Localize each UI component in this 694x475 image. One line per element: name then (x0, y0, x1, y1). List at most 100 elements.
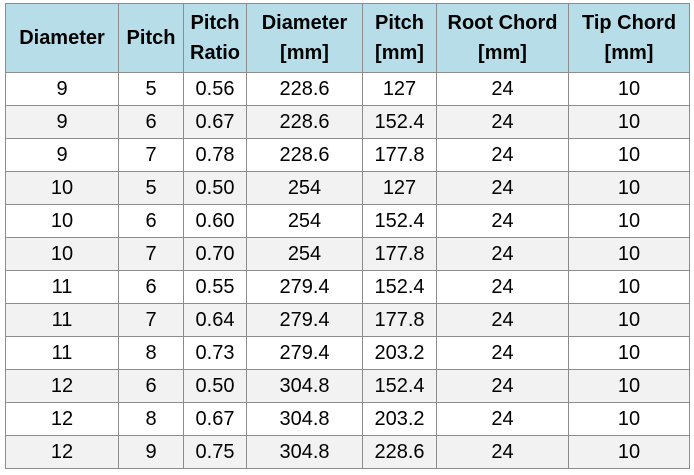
table-cell: 0.73 (183, 336, 247, 370)
table-cell: 127 (362, 72, 437, 106)
table-cell: 279.4 (246, 303, 363, 337)
table-cell: 0.55 (183, 270, 247, 304)
header-cell: Pitch [mm] (362, 3, 437, 73)
table-cell: 9 (5, 138, 119, 172)
table-cell: 24 (436, 204, 569, 238)
header-cell: Root Chord [mm] (436, 3, 569, 73)
table-cell: 0.50 (183, 369, 247, 403)
table-cell: 8 (118, 402, 184, 436)
table-cell: 7 (118, 138, 184, 172)
table-cell: 10 (568, 105, 690, 139)
table-cell: 152.4 (362, 204, 437, 238)
table-row: 10 7 0.70 254 177.8 24 10 (5, 237, 690, 271)
table-cell: 12 (5, 402, 119, 436)
table-cell: 11 (5, 270, 119, 304)
table-row: 10 6 0.60 254 152.4 24 10 (5, 204, 690, 238)
table-row: 11 6 0.55 279.4 152.4 24 10 (5, 270, 690, 304)
table-cell: 11 (5, 336, 119, 370)
table-cell: 0.60 (183, 204, 247, 238)
table-cell: 24 (436, 270, 569, 304)
table-cell: 0.78 (183, 138, 247, 172)
table-cell: 24 (436, 237, 569, 271)
table-cell: 10 (568, 138, 690, 172)
table-cell: 0.56 (183, 72, 247, 106)
table-cell: 6 (118, 270, 184, 304)
table-cell: 9 (5, 72, 119, 106)
table-cell: 24 (436, 105, 569, 139)
table-row: 9 7 0.78 228.6 177.8 24 10 (5, 138, 690, 172)
table-body: 9 5 0.56 228.6 127 24 10 9 6 0.67 228.6 152.4 24 10 9 7… (5, 72, 690, 469)
table-cell: 5 (118, 72, 184, 106)
table-cell: 24 (436, 138, 569, 172)
table-cell: 7 (118, 237, 184, 271)
table-cell: 9 (118, 435, 184, 469)
table-cell: 10 (568, 336, 690, 370)
table-cell: 6 (118, 204, 184, 238)
table-cell: 228.6 (246, 105, 363, 139)
table-cell: 304.8 (246, 369, 363, 403)
table-row: 11 8 0.73 279.4 203.2 24 10 (5, 336, 690, 370)
table-cell: 24 (436, 303, 569, 337)
table-cell: 10 (568, 402, 690, 436)
table-cell: 228.6 (362, 435, 437, 469)
table-cell: 177.8 (362, 303, 437, 337)
data-table: Diameter Pitch Pitch Ratio Diameter [mm] Pit… (5, 3, 690, 469)
table-cell: 152.4 (362, 270, 437, 304)
table-cell: 24 (436, 402, 569, 436)
table-cell: 279.4 (246, 336, 363, 370)
table-cell: 0.70 (183, 237, 247, 271)
table-cell: 10 (5, 237, 119, 271)
table-cell: 10 (568, 204, 690, 238)
table-cell: 10 (568, 171, 690, 205)
table-cell: 203.2 (362, 336, 437, 370)
table-cell: 9 (5, 105, 119, 139)
table-cell: 279.4 (246, 270, 363, 304)
header-cell: Pitch Ratio (183, 3, 247, 73)
table-cell: 0.50 (183, 171, 247, 205)
table-cell: 177.8 (362, 237, 437, 271)
table-cell: 6 (118, 105, 184, 139)
table-cell: 10 (568, 237, 690, 271)
table-cell: 10 (568, 435, 690, 469)
table-cell: 177.8 (362, 138, 437, 172)
table-row: 9 6 0.67 228.6 152.4 24 10 (5, 105, 690, 139)
table-cell: 0.67 (183, 105, 247, 139)
table-cell: 7 (118, 303, 184, 337)
table-row: 9 5 0.56 228.6 127 24 10 (5, 72, 690, 106)
table-cell: 152.4 (362, 369, 437, 403)
table-cell: 24 (436, 435, 569, 469)
table-row: 12 8 0.67 304.8 203.2 24 10 (5, 402, 690, 436)
table-row: 12 6 0.50 304.8 152.4 24 10 (5, 369, 690, 403)
table-cell: 10 (568, 303, 690, 337)
table-cell: 24 (436, 72, 569, 106)
table-cell: 127 (362, 171, 437, 205)
table-cell: 12 (5, 369, 119, 403)
table-cell: 254 (246, 171, 363, 205)
table-cell: 6 (118, 369, 184, 403)
table-row: 12 9 0.75 304.8 228.6 24 10 (5, 435, 690, 469)
table-cell: 228.6 (246, 138, 363, 172)
header-cell: Diameter (5, 3, 119, 73)
table-cell: 24 (436, 171, 569, 205)
table-cell: 228.6 (246, 72, 363, 106)
table-cell: 0.64 (183, 303, 247, 337)
header-cell: Diameter [mm] (246, 3, 363, 73)
table-cell: 254 (246, 237, 363, 271)
table-cell: 24 (436, 336, 569, 370)
table-cell: 0.67 (183, 402, 247, 436)
table-cell: 5 (118, 171, 184, 205)
table-row: 11 7 0.64 279.4 177.8 24 10 (5, 303, 690, 337)
header-cell: Tip Chord [mm] (568, 3, 690, 73)
table-cell: 24 (436, 369, 569, 403)
header-row: Diameter Pitch Pitch Ratio Diameter [mm] Pit… (5, 3, 690, 73)
table-cell: 10 (568, 270, 690, 304)
table-cell: 12 (5, 435, 119, 469)
table-cell: 152.4 (362, 105, 437, 139)
table-cell: 0.75 (183, 435, 247, 469)
table-cell: 10 (5, 204, 119, 238)
table-cell: 10 (5, 171, 119, 205)
header-cell: Pitch (118, 3, 184, 73)
table-cell: 304.8 (246, 402, 363, 436)
table-cell: 11 (5, 303, 119, 337)
